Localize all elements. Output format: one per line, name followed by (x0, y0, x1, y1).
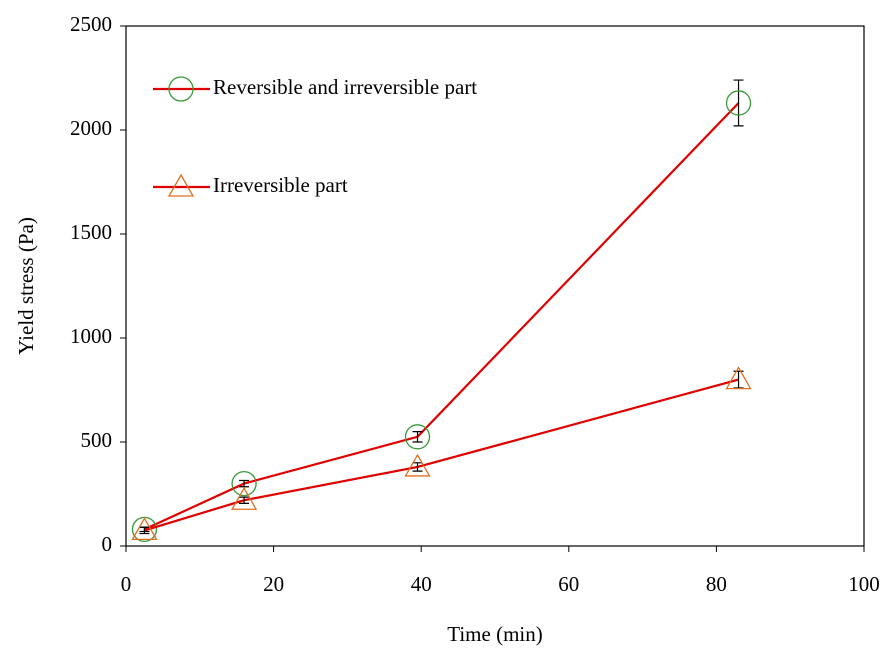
y-tick-label: 500 (81, 428, 113, 452)
data-point (725, 366, 752, 390)
series-line (143, 102, 740, 531)
x-tick-label: 100 (848, 572, 880, 596)
data-point (131, 517, 158, 541)
data-point (230, 486, 258, 510)
y-tick-label: 2000 (70, 116, 112, 140)
legend-marker (168, 76, 194, 102)
legend-marker (167, 173, 195, 197)
y-tick-label: 1000 (70, 324, 112, 348)
x-tick-label: 40 (411, 572, 432, 596)
error-bar (139, 526, 150, 535)
data-point (725, 90, 752, 116)
x-tick-label: 80 (706, 572, 727, 596)
y-tick-label: 0 (102, 532, 113, 556)
y-tick-label: 2500 (70, 12, 112, 36)
error-bar (412, 462, 423, 472)
x-tick-label: 0 (121, 572, 132, 596)
data-point (404, 424, 431, 450)
error-bar (412, 431, 423, 443)
legend-label: Reversible and irreversible part (213, 75, 477, 99)
plot-frame (125, 25, 865, 547)
y-tick-label: 1500 (70, 220, 112, 244)
x-tick-label: 60 (558, 572, 579, 596)
y-axis-label: Yield stress (Pa) (14, 217, 38, 355)
error-bar (239, 496, 250, 504)
legend-label: Irreversible part (213, 173, 348, 197)
series-line (144, 378, 739, 532)
error-bar (733, 79, 744, 127)
x-tick-label: 20 (263, 572, 284, 596)
data-point (231, 470, 257, 497)
error-bar (733, 370, 744, 389)
error-bar (239, 479, 250, 488)
data-point (404, 453, 431, 477)
x-axis-label: Time (min) (447, 622, 542, 646)
